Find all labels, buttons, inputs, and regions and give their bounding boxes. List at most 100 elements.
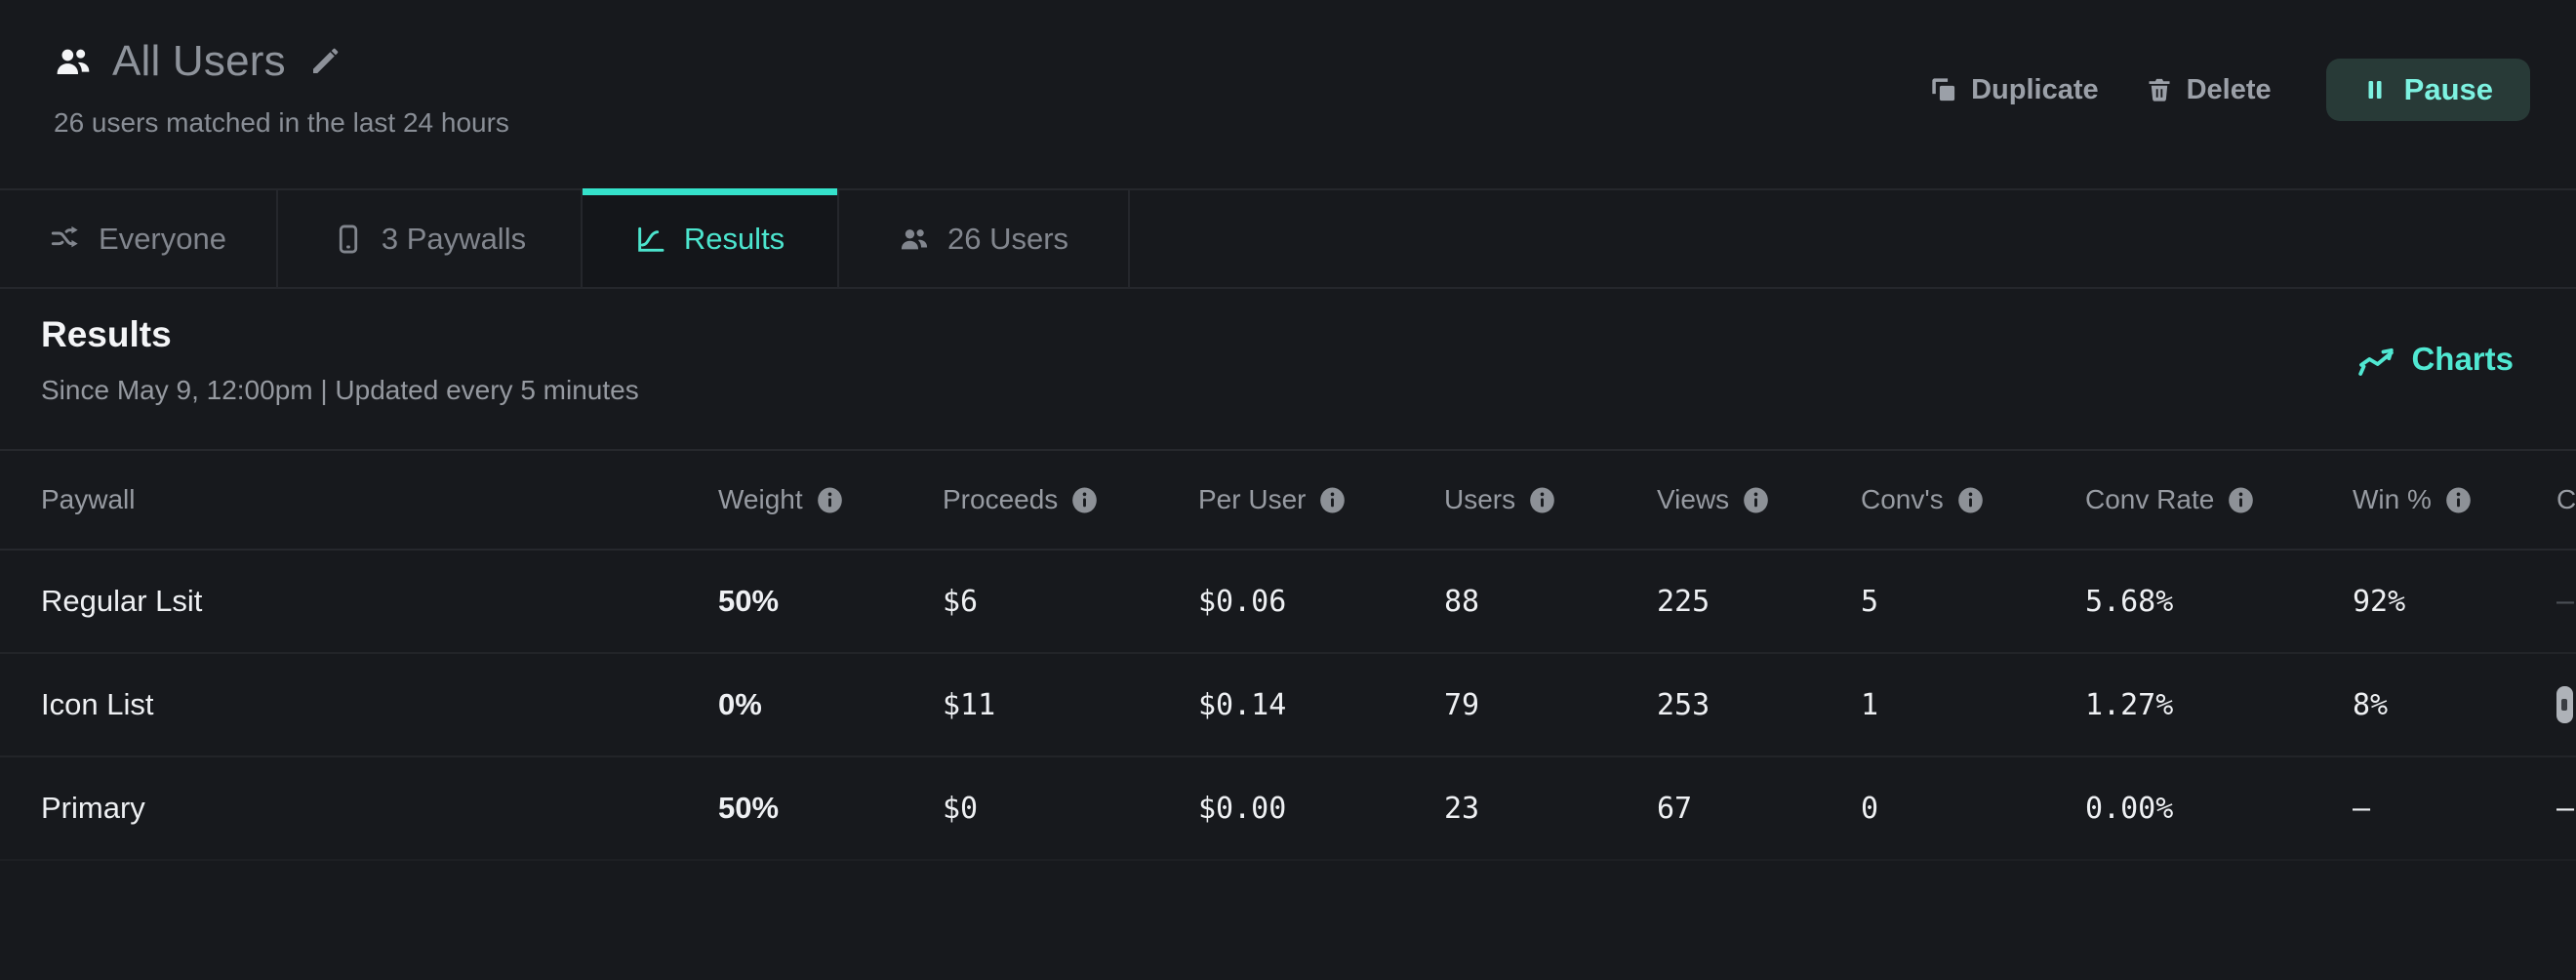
- tab-results-label: Results: [683, 221, 785, 256]
- tab-everyone[interactable]: Everyone: [0, 190, 278, 287]
- column-header-convs: Conv's: [1861, 484, 2085, 515]
- confidence-badge: [2556, 686, 2573, 723]
- page-header: All Users 26 users matched in the last 2…: [0, 0, 2576, 188]
- column-header-proceeds: Proceeds: [943, 484, 1198, 515]
- info-icon[interactable]: [816, 485, 844, 515]
- cell-convs: 1: [1861, 687, 1879, 722]
- charts-label: Charts: [2411, 341, 2514, 377]
- tab-paywalls-label: 3 Paywalls: [381, 221, 527, 256]
- column-header-paywall: Paywall: [0, 484, 718, 515]
- column-header-confidence: C: [2556, 484, 2576, 515]
- column-label: Views: [1657, 484, 1730, 514]
- duplicate-label: Duplicate: [1971, 73, 2099, 105]
- cell-convs: 5: [1861, 584, 1879, 619]
- cell-paywall: Primary: [41, 791, 145, 825]
- column-label: Weight: [718, 484, 803, 514]
- title-block: All Users 26 users matched in the last 2…: [54, 37, 509, 139]
- column-header-conv_rate: Conv Rate: [2085, 484, 2353, 515]
- match-subtitle: 26 users matched in the last 24 hours: [54, 107, 509, 138]
- cell-weight: 50%: [718, 791, 780, 825]
- tab-results[interactable]: Results: [583, 188, 839, 287]
- info-icon[interactable]: [1956, 485, 1985, 515]
- cell-per_user: $0.00: [1198, 791, 1287, 826]
- delete-label: Delete: [2186, 73, 2272, 105]
- info-icon[interactable]: [2227, 485, 2255, 515]
- pause-button[interactable]: Pause: [2325, 59, 2530, 121]
- tab-everyone-label: Everyone: [99, 221, 226, 256]
- column-label: Per User: [1198, 484, 1307, 514]
- cell-per_user: $0.14: [1198, 687, 1287, 722]
- cell-users: 79: [1444, 687, 1480, 722]
- users-icon: [901, 228, 928, 249]
- table-row: Regular Lsit 50% $6 $0.06 88 225 5 5.68% 92% –: [0, 551, 2576, 654]
- delete-button[interactable]: Delete: [2146, 74, 2272, 106]
- cell-users: 88: [1444, 584, 1480, 619]
- cell-proceeds: $11: [943, 687, 996, 722]
- column-header-users: Users: [1444, 484, 1657, 515]
- phone-icon: [339, 225, 358, 253]
- cell-confidence: –: [2556, 791, 2575, 826]
- table-row: Primary 50% $0 $0.00 23 67 0 0.00% – –: [0, 757, 2576, 861]
- table-body: Regular Lsit 50% $6 $0.06 88 225 5 5.68% 92% – Ico…: [0, 551, 2576, 861]
- tab-paywalls[interactable]: 3 Paywalls: [278, 190, 583, 287]
- results-title: Results: [41, 314, 172, 354]
- cell-views: 67: [1657, 791, 1693, 826]
- tab-users-label: 26 Users: [946, 221, 1069, 256]
- pause-icon: [2368, 81, 2382, 99]
- duplicate-button[interactable]: Duplicate: [1930, 74, 2099, 106]
- cell-weight: 50%: [718, 584, 780, 618]
- table-header-row: Paywall Weight Proceeds Per User Users Views C…: [0, 449, 2576, 551]
- cell-conv_rate: 0.00%: [2085, 791, 2174, 826]
- cell-conv_rate: 5.68%: [2085, 584, 2174, 619]
- duplicate-icon: [1932, 78, 1955, 102]
- column-label: Win %: [2353, 484, 2432, 514]
- cell-paywall: Regular Lsit: [41, 584, 203, 618]
- results-section-header: Results Since May 9, 12:00pm | Updated e…: [0, 289, 2576, 449]
- split-arrows-icon: [51, 225, 78, 247]
- tab-bar: Everyone 3 Paywalls Results 26 Users: [0, 188, 2576, 289]
- column-header-weight: Weight: [718, 484, 943, 515]
- cell-weight: 0%: [718, 687, 762, 721]
- column-label: Proceeds: [943, 484, 1059, 514]
- cell-users: 23: [1444, 791, 1480, 826]
- trend-line-icon: [2358, 347, 2395, 376]
- cell-win: 8%: [2353, 687, 2389, 722]
- table-row: Icon List 0% $11 $0.14 79 253 1 1.27% 8%: [0, 654, 2576, 757]
- info-icon[interactable]: [1742, 485, 1770, 515]
- users-icon: [57, 49, 90, 74]
- page-title: All Users: [112, 37, 286, 85]
- chart-curve-icon: [638, 226, 664, 252]
- cell-proceeds: $0: [943, 791, 979, 826]
- edit-pencil-icon[interactable]: [309, 46, 341, 77]
- column-header-views: Views: [1657, 484, 1861, 515]
- cell-proceeds: $6: [943, 584, 979, 619]
- cell-conv_rate: 1.27%: [2085, 687, 2174, 722]
- info-icon[interactable]: [1070, 485, 1099, 515]
- cell-per_user: $0.06: [1198, 584, 1287, 619]
- cell-views: 225: [1657, 584, 1711, 619]
- info-icon[interactable]: [1528, 485, 1556, 515]
- pause-label: Pause: [2403, 72, 2493, 106]
- info-icon[interactable]: [1318, 485, 1347, 515]
- cell-convs: 0: [1861, 791, 1879, 826]
- cell-confidence: [2556, 654, 2576, 755]
- cell-win: 92%: [2353, 584, 2406, 619]
- trash-icon: [2149, 78, 2170, 102]
- column-label: Conv Rate: [2085, 484, 2215, 514]
- column-header-win: Win %: [2353, 484, 2556, 515]
- cell-win: –: [2353, 791, 2371, 826]
- charts-button[interactable]: Charts: [2356, 340, 2514, 379]
- info-icon[interactable]: [2444, 485, 2473, 515]
- results-table: Paywall Weight Proceeds Per User Users Views C…: [0, 449, 2576, 861]
- column-label: C: [2556, 484, 2576, 514]
- cell-confidence: –: [2556, 584, 2575, 619]
- header-actions: Duplicate Delete Pause: [1930, 59, 2530, 121]
- column-label: Conv's: [1861, 484, 1944, 514]
- cell-views: 253: [1657, 687, 1711, 722]
- column-label: Users: [1444, 484, 1516, 514]
- column-label: Paywall: [41, 484, 136, 514]
- tab-users[interactable]: 26 Users: [839, 190, 1130, 287]
- results-subtitle: Since May 9, 12:00pm | Updated every 5 m…: [41, 375, 639, 405]
- cell-paywall: Icon List: [41, 687, 154, 721]
- column-header-per_user: Per User: [1198, 484, 1444, 515]
